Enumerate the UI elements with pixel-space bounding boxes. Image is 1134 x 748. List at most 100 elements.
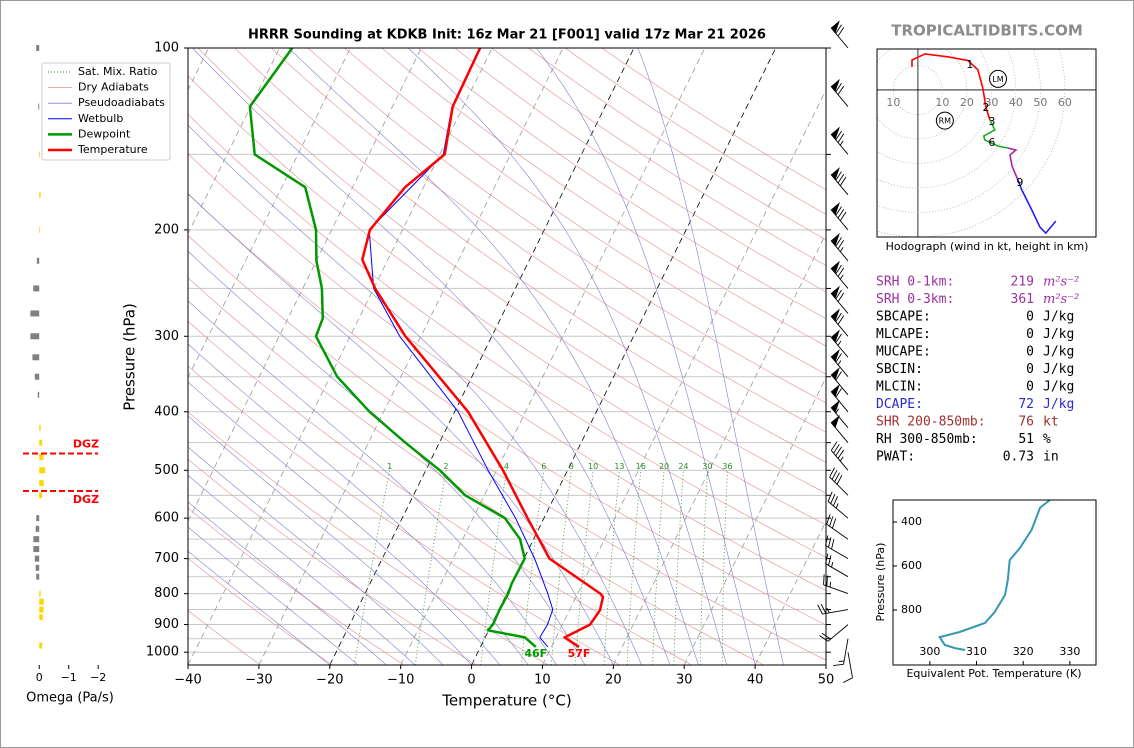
thetae-y-tick-label: 600 — [901, 559, 922, 572]
hodo-line — [982, 119, 1008, 149]
mixing-ratio-label: 10 — [588, 462, 598, 471]
pseudoadiabat — [188, 550, 330, 665]
stat-label: MUCAPE: — [876, 345, 931, 360]
x-axis-label: Temperature (°C) — [441, 692, 571, 710]
x-tick-label: 40 — [747, 673, 764, 688]
wind-barb — [819, 624, 849, 642]
mixing-ratio-line — [626, 470, 642, 665]
legend-label: Dry Adiabats — [78, 81, 149, 94]
y-tick-label: 100 — [154, 41, 179, 56]
dry-adiabat — [188, 277, 764, 665]
y-tick-label: 800 — [154, 586, 179, 601]
dry-adiabat — [188, 75, 826, 526]
dry-adiabat — [188, 558, 333, 665]
storm-motion-label: LM — [992, 75, 1003, 84]
stat-unit: J/kg — [1043, 310, 1074, 325]
omega-bar — [39, 467, 46, 474]
wind-barb — [823, 574, 849, 595]
omega-bar — [37, 391, 40, 398]
x-tick-label: 0 — [467, 673, 475, 688]
x-tick-label: 20 — [605, 673, 622, 688]
mixing-ratio-line — [721, 470, 728, 665]
x-tick-label: −20 — [316, 673, 343, 688]
pseudoadiabat — [188, 381, 501, 665]
dgz-label: DGZ — [73, 493, 99, 506]
x-tick-label: 30 — [676, 673, 693, 688]
omega-bar — [39, 439, 43, 446]
stat-label: SRH 0-3km: — [876, 292, 954, 307]
isotherm — [754, 520, 826, 665]
pseudoadiabat — [192, 48, 671, 665]
wind-barb — [830, 260, 849, 289]
stat-label: DCAPE: — [876, 397, 923, 412]
legend-box — [41, 62, 171, 161]
hodo-ring-label: 40 — [1009, 96, 1023, 109]
wind-barb — [830, 367, 849, 396]
thetae-frame — [892, 499, 1097, 666]
dry-adiabat — [601, 48, 826, 191]
stat-value: 0 — [1026, 345, 1034, 360]
omega-bar — [34, 373, 40, 380]
omega-bar — [39, 480, 44, 487]
surface-label: 46F — [524, 647, 547, 660]
mixing-ratio-line — [414, 470, 447, 665]
stat-label: RH 300-850mb: — [876, 432, 978, 447]
isotherm — [542, 88, 826, 665]
dry-adiabat — [188, 365, 621, 665]
mixing-ratio-line — [652, 470, 665, 665]
hodo-ring-label: 10 — [886, 96, 900, 109]
isotherm — [188, 48, 422, 523]
mixing-ratio-label: 8 — [569, 462, 574, 471]
stat-value: 219 — [1011, 275, 1034, 290]
omega-bar — [33, 536, 40, 543]
stat-value: 51 — [1018, 432, 1034, 447]
wind-barb — [827, 491, 849, 519]
isotherm — [400, 48, 706, 665]
dry-adiabat — [491, 48, 826, 266]
omega-bar — [39, 424, 41, 431]
dry-adiabat — [188, 193, 826, 626]
stat-value: 0.73 — [1003, 450, 1034, 465]
dry-adiabat — [528, 48, 826, 241]
omega-bar — [30, 310, 40, 317]
legend-label: Temperature — [77, 143, 148, 156]
dry-adiabat — [188, 458, 477, 665]
x-tick-label: −40 — [174, 673, 201, 688]
isotherm — [612, 232, 826, 665]
pseudoadiabat — [188, 415, 472, 665]
dry-adiabat — [188, 235, 826, 661]
stat-label: SRH 0-1km: — [876, 275, 954, 290]
hodo-line — [1007, 147, 1019, 181]
dry-adiabat — [454, 48, 826, 293]
legend-label: Wetbulb — [78, 112, 123, 125]
hodo-height-label: 9 — [1016, 176, 1023, 189]
thetae-x-tick-label: 310 — [966, 645, 987, 658]
stat-value: 0 — [1026, 362, 1034, 377]
wind-barb — [833, 638, 849, 667]
wind-barb — [830, 20, 849, 49]
x-tick-label: −10 — [387, 673, 414, 688]
hodo-ring — [893, 65, 943, 115]
wind-barb — [830, 414, 849, 443]
hodo-ring — [877, 49, 1066, 237]
omega-bar — [36, 515, 40, 522]
omega-bar — [39, 606, 44, 613]
dry-adiabat — [188, 411, 549, 665]
mixing-ratio-line — [480, 470, 507, 665]
stat-unit: m²s⁻² — [1043, 292, 1079, 307]
omega-bar — [34, 555, 40, 562]
wind-barb — [830, 285, 849, 314]
wind-barb — [830, 233, 849, 262]
omega-bar — [30, 333, 40, 340]
mixing-ratio-label: 1 — [387, 462, 392, 471]
hodo-ring-label: 30 — [984, 96, 998, 109]
sounding-line — [248, 47, 537, 648]
stat-unit: J/kg — [1043, 397, 1074, 412]
dry-adiabat — [564, 48, 826, 215]
stat-label: SHR 200-850mb: — [876, 415, 986, 430]
mixing-ratio-label: 13 — [614, 462, 624, 471]
site-name: TROPICALTIDBITS.COM — [891, 22, 1083, 40]
chart-title: HRRR Sounding at KDKB Init: 16z Mar 21 [… — [248, 28, 766, 43]
omega-bar — [36, 45, 40, 51]
mixing-ratio-label: 4 — [504, 462, 509, 471]
